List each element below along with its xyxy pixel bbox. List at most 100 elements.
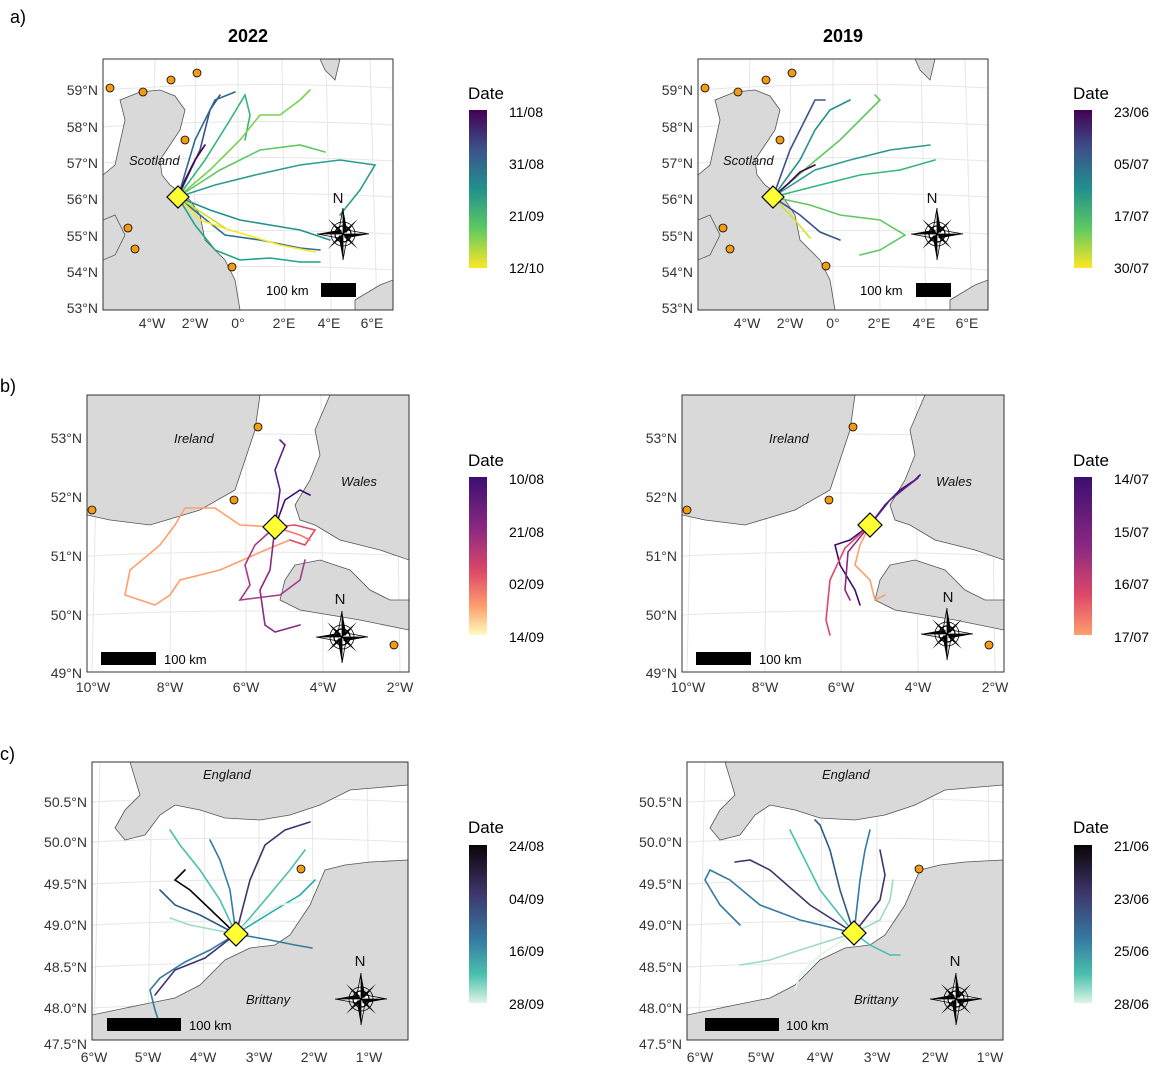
svg-text:56°N: 56°N: [67, 191, 98, 207]
svg-text:Date: Date: [468, 818, 504, 837]
svg-text:8°W: 8°W: [752, 679, 779, 695]
svg-text:14/07: 14/07: [1114, 471, 1149, 487]
svg-text:2°W: 2°W: [922, 1049, 949, 1065]
x-axis-b-right: 10°W 8°W 6°W 4°W 2°W: [671, 679, 1009, 695]
svg-text:50.5°N: 50.5°N: [44, 794, 87, 810]
y-axis-b-right: 53°N 52°N 51°N 50°N 49°N: [646, 430, 677, 681]
svg-text:23/06: 23/06: [1114, 891, 1149, 907]
svg-text:54°N: 54°N: [67, 264, 98, 280]
svg-text:47.5°N: 47.5°N: [44, 1036, 87, 1052]
x-axis-c-right: 6°W 5°W 4°W 3°W 2°W 1°W: [687, 1049, 1004, 1065]
svg-text:50.0°N: 50.0°N: [44, 834, 87, 850]
scale-bar: [321, 283, 356, 297]
svg-text:16/09: 16/09: [509, 943, 544, 959]
svg-text:21/06: 21/06: [1114, 838, 1149, 854]
svg-text:Ireland: Ireland: [174, 431, 215, 446]
svg-text:Brittany: Brittany: [246, 992, 292, 1007]
svg-text:15/07: 15/07: [1114, 524, 1149, 540]
svg-text:24/08: 24/08: [509, 838, 544, 854]
svg-text:Date: Date: [468, 84, 504, 103]
svg-text:N: N: [335, 591, 346, 608]
svg-text:100 km: 100 km: [759, 652, 802, 667]
svg-text:4°E: 4°E: [318, 315, 341, 331]
svg-text:47.5°N: 47.5°N: [639, 1036, 682, 1052]
svg-text:48.0°N: 48.0°N: [639, 1000, 682, 1016]
svg-text:30/07: 30/07: [1114, 260, 1149, 276]
svg-text:England: England: [822, 767, 870, 782]
legend-a-2019: Date 23/06 05/07 17/07 30/07: [1073, 84, 1149, 276]
scale-bar: [705, 1018, 779, 1031]
svg-text:48.5°N: 48.5°N: [44, 959, 87, 975]
svg-text:2°W: 2°W: [982, 679, 1009, 695]
svg-text:6°E: 6°E: [956, 315, 979, 331]
svg-text:Date: Date: [1073, 451, 1109, 470]
svg-text:6°W: 6°W: [828, 679, 855, 695]
map-c-2019: England Brittany N 100 km: [686, 761, 1004, 1041]
svg-text:51°N: 51°N: [51, 548, 82, 564]
svg-text:100 km: 100 km: [860, 283, 903, 298]
scale-bar: [916, 283, 951, 297]
svg-text:55°N: 55°N: [67, 228, 98, 244]
svg-text:12/10: 12/10: [509, 260, 544, 276]
svg-text:11/08: 11/08: [509, 104, 543, 120]
svg-text:3°W: 3°W: [864, 1049, 891, 1065]
legend-c-2022: Date 24/08 04/09 16/09 28/09: [468, 818, 544, 1012]
svg-text:53°N: 53°N: [51, 430, 82, 446]
map-c-2022: England Brittany N 100 km: [91, 761, 409, 1041]
svg-text:04/09: 04/09: [509, 891, 544, 907]
svg-text:N: N: [950, 953, 961, 970]
legend-b-2019: Date 14/07 15/07 16/07 17/07: [1073, 451, 1149, 645]
svg-text:52°N: 52°N: [646, 489, 677, 505]
svg-text:Brittany: Brittany: [854, 992, 900, 1007]
svg-text:49.0°N: 49.0°N: [44, 917, 87, 933]
svg-text:50.5°N: 50.5°N: [639, 794, 682, 810]
svg-text:Scotland: Scotland: [723, 153, 774, 168]
panel-label-a: a): [10, 7, 26, 27]
svg-text:50.0°N: 50.0°N: [639, 834, 682, 850]
svg-text:31/08: 31/08: [509, 156, 544, 172]
svg-text:55°N: 55°N: [662, 228, 693, 244]
svg-text:2°W: 2°W: [387, 679, 414, 695]
svg-text:52°N: 52°N: [51, 489, 82, 505]
map-b-2019: Ireland Wales N 100 km: [681, 394, 1005, 673]
svg-text:48.0°N: 48.0°N: [44, 1000, 87, 1016]
svg-text:8°W: 8°W: [157, 679, 184, 695]
svg-text:1°W: 1°W: [977, 1049, 1004, 1065]
panel-label-c: c): [0, 744, 15, 764]
svg-text:54°N: 54°N: [662, 264, 693, 280]
svg-text:Wales: Wales: [936, 474, 972, 489]
scale-bar: [696, 652, 751, 665]
svg-text:49°N: 49°N: [51, 665, 82, 681]
svg-text:Date: Date: [1073, 84, 1109, 103]
svg-text:2°W: 2°W: [182, 315, 209, 331]
svg-text:2°E: 2°E: [273, 315, 296, 331]
svg-text:4°W: 4°W: [139, 315, 166, 331]
svg-text:2°W: 2°W: [777, 315, 804, 331]
svg-text:N: N: [927, 190, 938, 207]
svg-text:17/07: 17/07: [1114, 629, 1149, 645]
y-axis-b-left: 53°N 52°N 51°N 50°N 49°N: [51, 430, 82, 681]
panel-label-b: b): [0, 376, 16, 396]
svg-text:21/09: 21/09: [509, 208, 544, 224]
release-site-marker: [841, 920, 867, 946]
map-b-2022: Ireland Wales N 100 km: [86, 394, 410, 673]
svg-text:6°W: 6°W: [233, 679, 260, 695]
svg-text:28/09: 28/09: [509, 996, 544, 1012]
svg-text:53°N: 53°N: [67, 300, 98, 316]
scale-bar-label: 100 km: [266, 283, 309, 298]
column-title-2022: 2022: [228, 26, 268, 46]
x-axis-a-right: 4°W 2°W 0° 2°E 4°E 6°E: [734, 315, 979, 331]
svg-text:16/07: 16/07: [1114, 576, 1149, 592]
svg-text:50°N: 50°N: [51, 607, 82, 623]
svg-text:England: England: [203, 767, 251, 782]
x-axis-c-left: 6°W 5°W 4°W 3°W 2°W 1°W: [81, 1049, 383, 1065]
svg-text:6°W: 6°W: [687, 1049, 714, 1065]
column-title-2019: 2019: [823, 26, 863, 46]
y-axis-a-right: 59°N 58°N 57°N 56°N 55°N 54°N 53°N: [662, 82, 693, 316]
svg-text:53°N: 53°N: [662, 300, 693, 316]
svg-text:56°N: 56°N: [662, 191, 693, 207]
map-a-2022: Scotland N 100 km: [102, 58, 394, 311]
map-a-2019: Scotland N 100 km: [697, 58, 989, 311]
scale-bar: [101, 652, 156, 665]
svg-text:3°W: 3°W: [246, 1049, 273, 1065]
